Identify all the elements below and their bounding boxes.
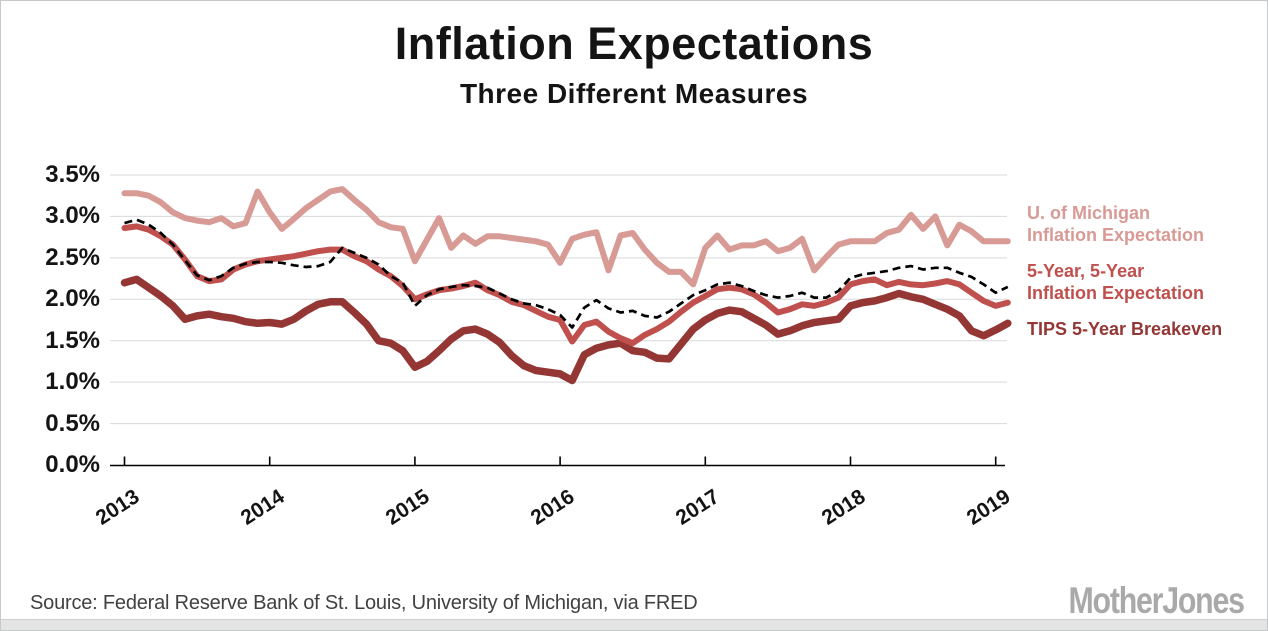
legend-label-line: U. of Michigan <box>1027 203 1150 223</box>
legend-item: TIPS 5-Year Breakeven <box>1027 318 1265 340</box>
mother-jones-logo: MotherJones <box>1068 580 1246 621</box>
legend-item: 5-Year, 5-Year Inflation Expectation <box>1027 260 1265 304</box>
chart-subtitle: Three Different Measures <box>459 78 809 109</box>
bottom-strip <box>1 619 1267 630</box>
y-axis-label: 2.0% <box>45 285 100 313</box>
series-line-2 <box>120 275 1012 385</box>
y-axis-label: 3.0% <box>45 202 100 230</box>
series-line-1 <box>121 223 1011 347</box>
y-axis-label: 0.5% <box>45 409 100 437</box>
source-note: Source: Federal Reserve Bank of St. Loui… <box>30 592 698 614</box>
y-axis-label: 1.0% <box>45 368 100 396</box>
y-axis-label: 1.5% <box>45 326 100 354</box>
y-axis-label: 2.5% <box>45 243 100 271</box>
legend-label-line: TIPS 5-Year Breakeven <box>1027 319 1223 339</box>
y-axis-label: 0.0% <box>45 451 100 478</box>
chart-title: Inflation Expectations <box>394 18 874 69</box>
chart-legend: U. of Michigan Inflation Expectation 5-Yea… <box>1027 202 1265 354</box>
legend-item: U. of Michigan Inflation Expectation <box>1027 202 1265 246</box>
legend-label-line: 5-Year, 5-Year <box>1027 261 1145 281</box>
series-line-dashed <box>124 218 1009 329</box>
legend-label-line: Inflation Expectation <box>1027 283 1205 303</box>
legend-label-line: Inflation Expectation <box>1027 225 1205 245</box>
series-line-0 <box>121 186 1011 288</box>
y-axis-label: 3.5% <box>45 161 100 188</box>
